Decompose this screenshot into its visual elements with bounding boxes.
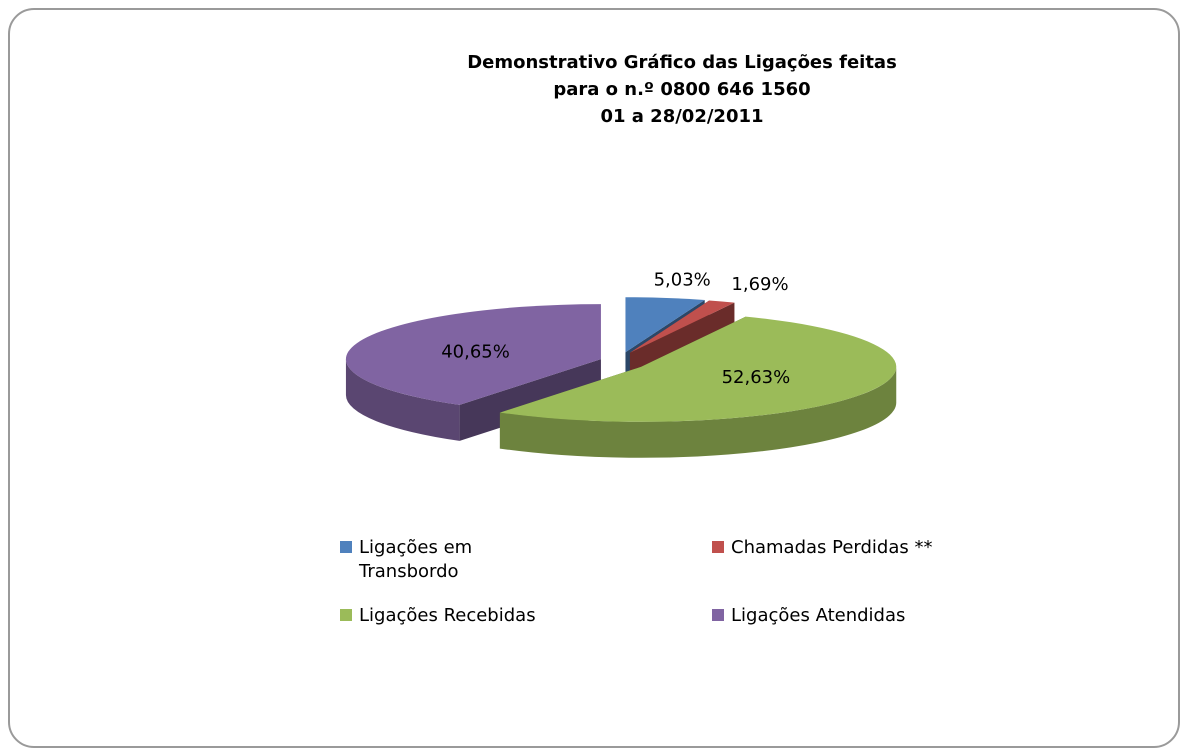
legend-swatch: [340, 609, 352, 621]
pie-slice: [629, 300, 735, 353]
pie-slice: [625, 297, 705, 353]
slice-side: [459, 359, 601, 441]
chart-title: 01 a 28/02/2011: [600, 106, 763, 127]
data-label: 40,65%: [441, 341, 510, 362]
slice-wall: [499, 366, 897, 458]
legend-swatch: [712, 609, 724, 621]
pie-slice: [345, 304, 601, 405]
legend-item: Ligações Recebidas: [340, 604, 574, 628]
legend-label: Ligações em Transbordo: [359, 537, 473, 582]
slice-wall: [345, 359, 460, 441]
legend-item: Chamadas Perdidas **: [712, 536, 946, 560]
chart-title: Demonstrativo Gráfico das Ligações feita…: [467, 52, 897, 73]
data-label: 52,63%: [722, 367, 791, 388]
pie-slice: [499, 316, 897, 422]
legend-label: Ligações Recebidas: [359, 605, 536, 626]
legend-swatch: [340, 541, 352, 553]
legend-label: Ligações Atendidas: [731, 605, 906, 626]
legend-item: Ligações Atendidas: [712, 604, 946, 628]
data-label: 1,69%: [731, 274, 788, 295]
legend-label: Chamadas Perdidas **: [731, 537, 933, 558]
chart-title: para o n.º 0800 646 1560: [553, 79, 810, 100]
data-label: 5,03%: [654, 270, 711, 291]
legend-item: Ligações em Transbordo: [340, 536, 574, 584]
legend-swatch: [712, 541, 724, 553]
